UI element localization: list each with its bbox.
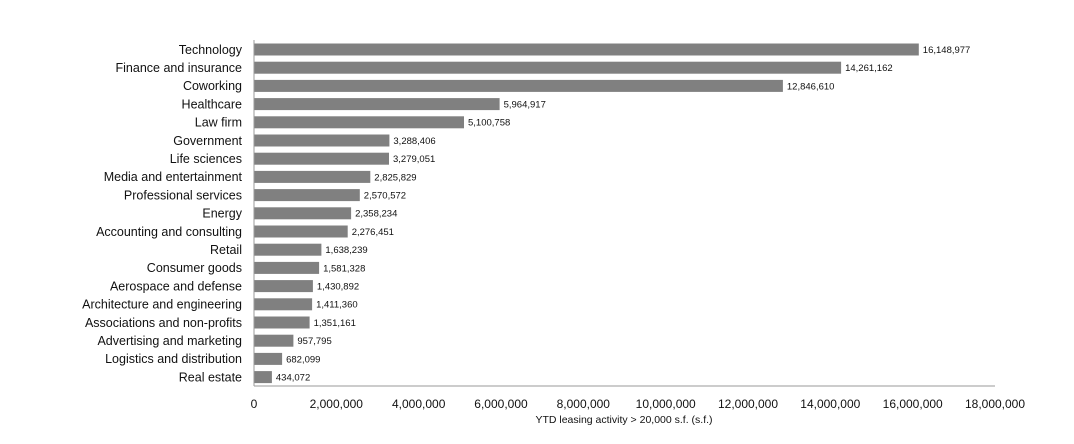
category-labels-group: Technology Finance and insurance Coworking… (82, 43, 243, 385)
category-label: Technology (179, 43, 243, 57)
value-label: 2,570,572 (364, 191, 406, 202)
bar (254, 243, 322, 256)
x-tick-label: 8,000,000 (557, 397, 611, 411)
category-label: Advertising and marketing (97, 334, 242, 348)
value-label: 5,100,758 (468, 118, 510, 129)
category-label: Logistics and distribution (105, 352, 242, 366)
value-label: 2,358,234 (355, 209, 397, 220)
value-labels-group: 16,148,977 14,261,162 12,846,610 5,964,917 5… (276, 45, 970, 384)
bar (254, 334, 294, 347)
bar (254, 152, 389, 165)
category-label: Healthcare (182, 97, 242, 111)
value-label: 5,964,917 (504, 100, 546, 111)
bar (254, 261, 320, 274)
x-tick-label: 2,000,000 (310, 397, 364, 411)
x-axis-title: YTD leasing activity > 20,000 s.f. (s.f.… (535, 414, 712, 426)
category-label: Retail (210, 243, 242, 257)
x-tick-label: 4,000,000 (392, 397, 446, 411)
category-label: Energy (202, 207, 242, 221)
x-tick-label: 10,000,000 (636, 397, 696, 411)
category-label: Government (173, 134, 242, 148)
bar (254, 79, 783, 92)
category-label: Architecture and engineering (82, 298, 242, 312)
x-tick-label: 6,000,000 (474, 397, 528, 411)
category-label: Professional services (124, 188, 242, 202)
x-tick-label: 14,000,000 (800, 397, 860, 411)
bar (254, 298, 313, 311)
bar (254, 98, 500, 111)
bar (254, 116, 464, 129)
category-label: Media and entertainment (104, 170, 243, 184)
bar (254, 207, 352, 220)
value-label: 2,825,829 (374, 172, 416, 183)
value-label: 14,261,162 (845, 63, 893, 74)
value-label: 957,795 (297, 336, 331, 347)
x-tick-label: 18,000,000 (965, 397, 1025, 411)
bar (254, 280, 313, 293)
bar (254, 134, 390, 147)
category-label: Consumer goods (147, 261, 242, 275)
x-tick-label: 16,000,000 (883, 397, 943, 411)
bar (254, 352, 283, 365)
category-label: Coworking (183, 79, 242, 93)
bar (254, 371, 272, 384)
value-label: 1,351,161 (314, 318, 356, 329)
bars-group (254, 43, 919, 384)
x-tick-label: 12,000,000 (718, 397, 778, 411)
bar (254, 61, 842, 74)
category-label: Life sciences (170, 152, 242, 166)
bar (254, 170, 371, 183)
bar (254, 189, 360, 202)
bar (254, 316, 310, 329)
value-label: 1,638,239 (325, 245, 367, 256)
category-label: Accounting and consulting (96, 225, 242, 239)
value-label: 1,581,328 (323, 263, 365, 274)
x-tick-label: 0 (251, 397, 258, 411)
value-label: 3,279,051 (393, 154, 435, 165)
category-label: Law firm (195, 116, 242, 130)
value-label: 682,099 (286, 354, 320, 365)
value-label: 12,846,610 (787, 81, 835, 92)
value-label: 1,430,892 (317, 282, 359, 293)
value-label: 1,411,360 (316, 300, 358, 311)
x-tick-labels-group: 0 2,000,000 4,000,000 6,000,000 8,000,000 10,… (251, 397, 1026, 411)
category-label: Real estate (179, 370, 242, 384)
value-label: 3,288,406 (393, 136, 435, 147)
category-label: Aerospace and defense (110, 279, 242, 293)
value-label: 2,276,451 (352, 227, 394, 238)
bar (254, 225, 348, 238)
category-label: Finance and insurance (116, 61, 243, 75)
category-label: Associations and non-profits (85, 316, 242, 330)
bar (254, 43, 919, 56)
axes-group (253, 40, 995, 387)
value-label: 16,148,977 (923, 45, 971, 56)
value-label: 434,072 (276, 373, 310, 384)
